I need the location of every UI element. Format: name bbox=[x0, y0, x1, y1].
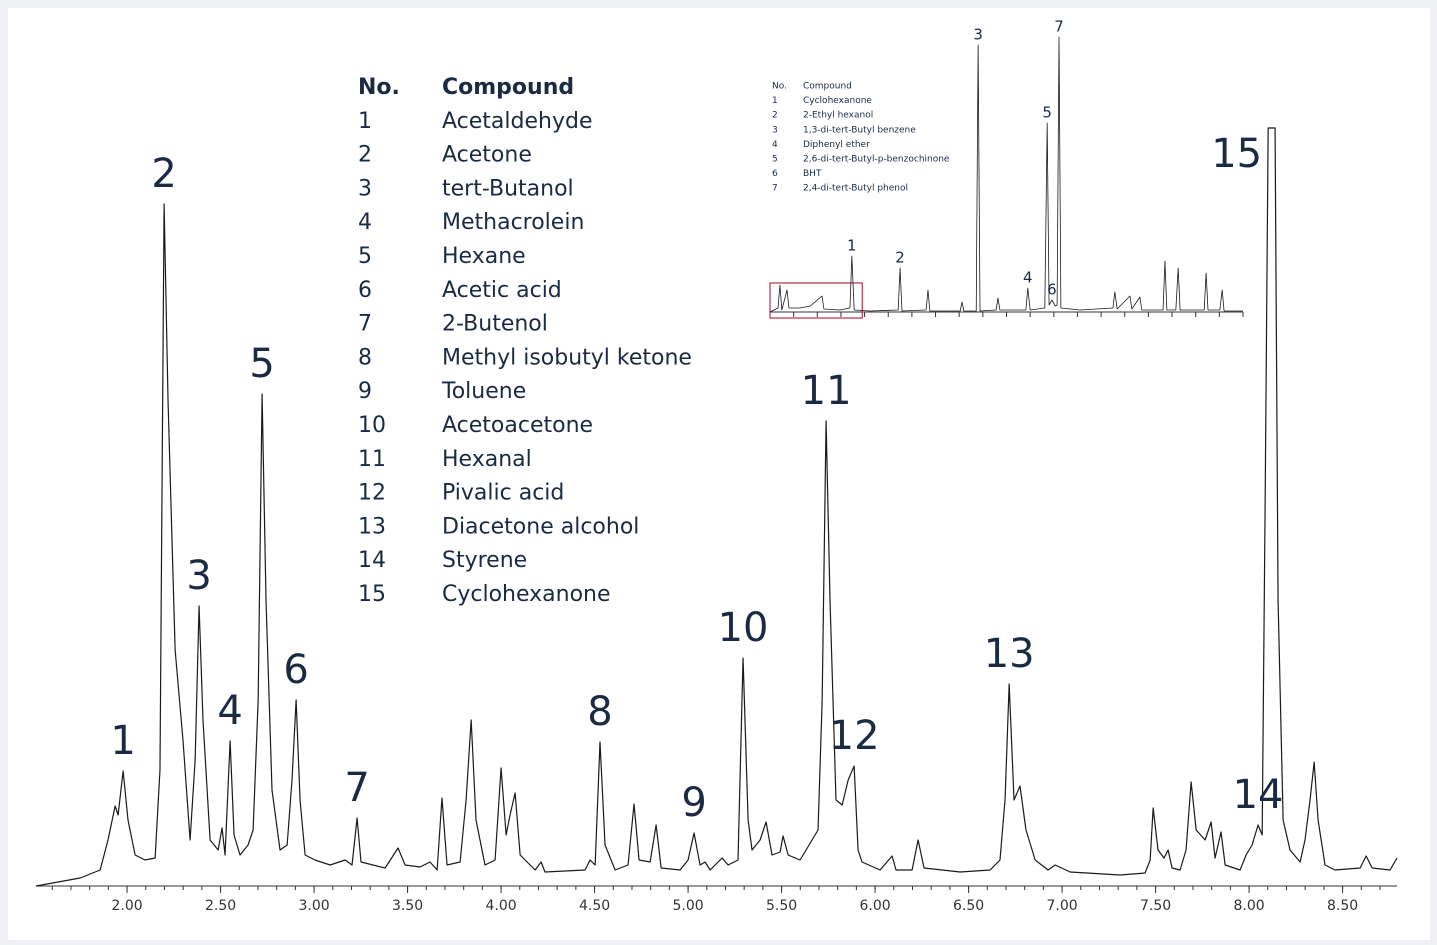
compound-number: 1 bbox=[358, 109, 372, 134]
compound-name: tert-Butanol bbox=[442, 176, 574, 201]
x-tick-label: 6.00 bbox=[859, 898, 890, 914]
compound-name: Styrene bbox=[442, 548, 527, 573]
x-tick-label: 2.00 bbox=[111, 898, 142, 914]
compound-name: Acetic acid bbox=[442, 278, 562, 303]
x-tick-label: 2.50 bbox=[205, 898, 236, 914]
compound-number: 5 bbox=[358, 244, 372, 269]
compound-number: 2 bbox=[358, 143, 372, 168]
trace bbox=[769, 36, 1243, 313]
x-tick-label: 5.50 bbox=[766, 898, 797, 914]
compound-number: 4 bbox=[772, 140, 778, 150]
peak-label: 7 bbox=[1054, 18, 1064, 36]
compound-name: 1,3-di-tert-Butyl benzene bbox=[803, 125, 916, 135]
peak-label: 10 bbox=[718, 605, 769, 651]
peak-label: 11 bbox=[801, 368, 852, 414]
compound-name: 2,6-di-tert-Butyl-p-benzochinone bbox=[803, 155, 950, 165]
compound-number: 11 bbox=[358, 447, 386, 472]
x-tick-label: 4.00 bbox=[485, 898, 516, 914]
peak-label: 9 bbox=[681, 780, 706, 826]
compound-number: 7 bbox=[772, 184, 778, 194]
peak-label: 13 bbox=[984, 631, 1035, 677]
x-tick-label: 7.50 bbox=[1140, 898, 1171, 914]
compound-name: 2-Ethyl hexanol bbox=[803, 111, 873, 121]
compound-number: 6 bbox=[772, 169, 778, 179]
compound-name: 2-Butenol bbox=[442, 312, 548, 337]
table-header: No. bbox=[358, 75, 400, 100]
compound-name: Diacetone alcohol bbox=[442, 514, 639, 539]
compound-number: 4 bbox=[358, 210, 372, 235]
compound-name: 2,4-di-tert-Butyl phenol bbox=[803, 184, 908, 194]
compound-name: Cyclohexanone bbox=[803, 96, 872, 106]
compound-number: 5 bbox=[772, 155, 778, 165]
trace bbox=[35, 127, 1398, 887]
x-tick-label: 8.00 bbox=[1233, 898, 1264, 914]
peak-label: 14 bbox=[1233, 772, 1284, 818]
x-tick-label: 4.50 bbox=[579, 898, 610, 914]
compound-name: Hexane bbox=[442, 244, 526, 269]
compound-name: Acetone bbox=[442, 143, 532, 168]
compound-number: 9 bbox=[358, 379, 372, 404]
panel bbox=[8, 8, 1430, 940]
peak-label: 7 bbox=[344, 765, 369, 811]
compound-name: Toluene bbox=[441, 379, 526, 404]
compound-name: Pivalic acid bbox=[442, 481, 564, 506]
compound-number: 14 bbox=[358, 548, 386, 573]
peak-label: 5 bbox=[249, 341, 274, 387]
compound-name: Methacrolein bbox=[442, 210, 584, 235]
x-tick-label: 5.00 bbox=[672, 898, 703, 914]
x-tick-label: 6.50 bbox=[953, 898, 984, 914]
peak-label: 5 bbox=[1042, 104, 1052, 122]
peak-label: 3 bbox=[973, 26, 983, 44]
peak-label: 4 bbox=[1023, 269, 1033, 287]
compound-number: 2 bbox=[772, 111, 778, 121]
compound-name: BHT bbox=[803, 169, 822, 179]
compound-number: 13 bbox=[358, 514, 386, 539]
peak-label: 12 bbox=[829, 713, 880, 759]
peak-label: 1 bbox=[847, 237, 857, 255]
x-tick-label: 7.00 bbox=[1046, 898, 1077, 914]
peak-label: 4 bbox=[217, 688, 242, 734]
table-header: Compound bbox=[442, 75, 574, 100]
zoom-box bbox=[769, 282, 863, 319]
compound-name: Cyclohexanone bbox=[442, 582, 611, 607]
table-header: No. bbox=[772, 82, 787, 92]
peak-label: 6 bbox=[1047, 281, 1057, 299]
compound-number: 3 bbox=[358, 176, 372, 201]
peak-label: 6 bbox=[283, 647, 308, 693]
compound-number: 1 bbox=[772, 96, 778, 106]
peak-label: 15 bbox=[1211, 131, 1262, 177]
peak-label: 1 bbox=[110, 718, 135, 764]
x-tick-label: 8.50 bbox=[1327, 898, 1358, 914]
peak-label: 2 bbox=[895, 249, 905, 267]
compound-name: Hexanal bbox=[442, 447, 532, 472]
compound-number: 6 bbox=[358, 278, 372, 303]
compound-number: 12 bbox=[358, 481, 386, 506]
compound-name: Methyl isobutyl ketone bbox=[442, 345, 692, 370]
compound-number: 8 bbox=[358, 345, 372, 370]
compound-number: 3 bbox=[772, 125, 778, 135]
compound-name: Diphenyl ether bbox=[803, 140, 870, 150]
x-tick-label: 3.00 bbox=[298, 898, 329, 914]
peak-label: 2 bbox=[151, 151, 176, 197]
compound-number: 10 bbox=[358, 413, 386, 438]
compound-number: 7 bbox=[358, 312, 372, 337]
compound-number: 15 bbox=[358, 582, 386, 607]
peak-label: 8 bbox=[587, 689, 612, 735]
compound-name: Acetoacetone bbox=[442, 413, 593, 438]
compound-name: Acetaldehyde bbox=[442, 109, 592, 134]
table-header: Compound bbox=[803, 82, 852, 92]
peak-label: 3 bbox=[186, 553, 211, 599]
x-tick-label: 3.50 bbox=[392, 898, 423, 914]
